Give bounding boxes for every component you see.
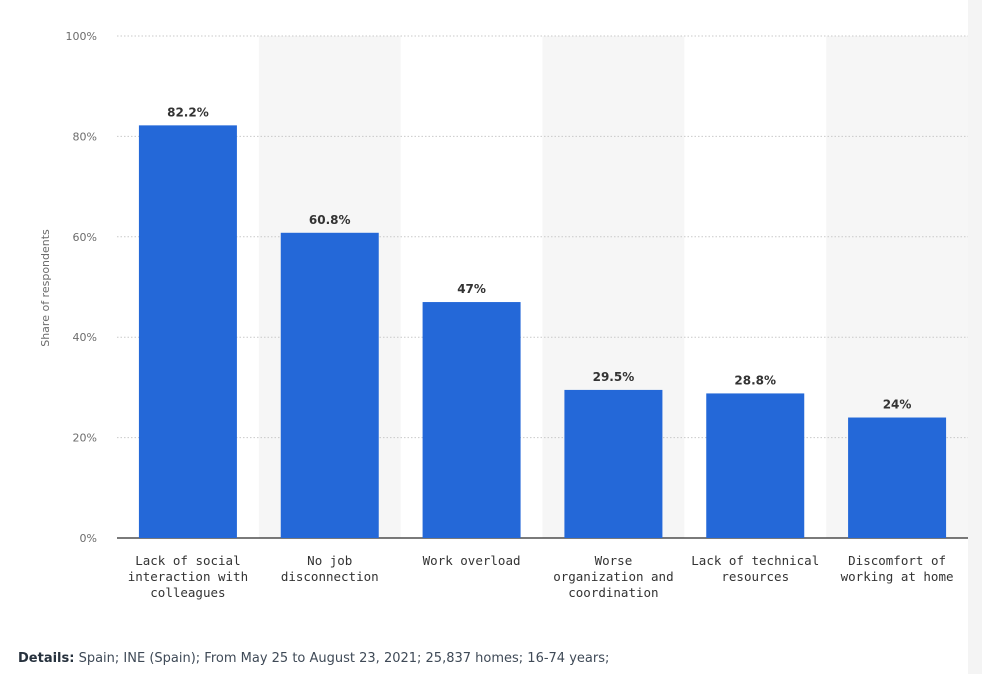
bar [706, 393, 805, 538]
x-tick-label: Work overload [423, 553, 521, 568]
y-tick-label: 20% [73, 432, 97, 445]
x-tick-label: Lack of social interaction with colleagues [128, 553, 248, 600]
x-tick-label: Discomfort of working at home [841, 553, 954, 584]
y-tick-label: 80% [73, 130, 97, 143]
data-labels: 82.2% 60.8% 47% 29.5% 28.8% 24% [167, 105, 911, 411]
x-tick-label: No job disconnection [281, 553, 379, 584]
x-tick-label: Worse organization and coordination [553, 553, 673, 600]
y-tick-label: 0% [80, 532, 97, 545]
data-label: 29.5% [593, 370, 635, 384]
bar [564, 389, 663, 538]
y-tick-label: 60% [73, 231, 97, 244]
y-axis-ticks: 0% 20% 40% 60% 80% 100% [66, 30, 97, 545]
bars [138, 125, 947, 538]
bar [848, 417, 947, 538]
y-axis-title: Share of respondents [39, 229, 52, 347]
gridlines [117, 35, 968, 539]
data-label: 28.8% [734, 373, 776, 387]
x-axis-ticks: Lack of social interaction with colleagues… [128, 553, 954, 600]
details-footnote: Details: Spain; INE (Spain); From May 25… [18, 651, 609, 666]
bar [280, 232, 379, 538]
bar [422, 302, 521, 538]
details-text: Spain; INE (Spain); From May 25 to Augus… [74, 651, 610, 666]
data-label: 82.2% [167, 105, 209, 119]
data-label: 47% [457, 282, 486, 296]
scroll-edge [968, 0, 982, 674]
data-label: 24% [883, 398, 912, 412]
y-tick-label: 40% [73, 331, 97, 344]
x-tick-label: Lack of technical resources [691, 553, 819, 584]
column-shading [258, 36, 968, 538]
y-tick-label: 100% [66, 30, 97, 43]
data-label: 60.8% [309, 213, 351, 227]
details-label: Details: [18, 651, 75, 666]
bar [138, 125, 237, 538]
